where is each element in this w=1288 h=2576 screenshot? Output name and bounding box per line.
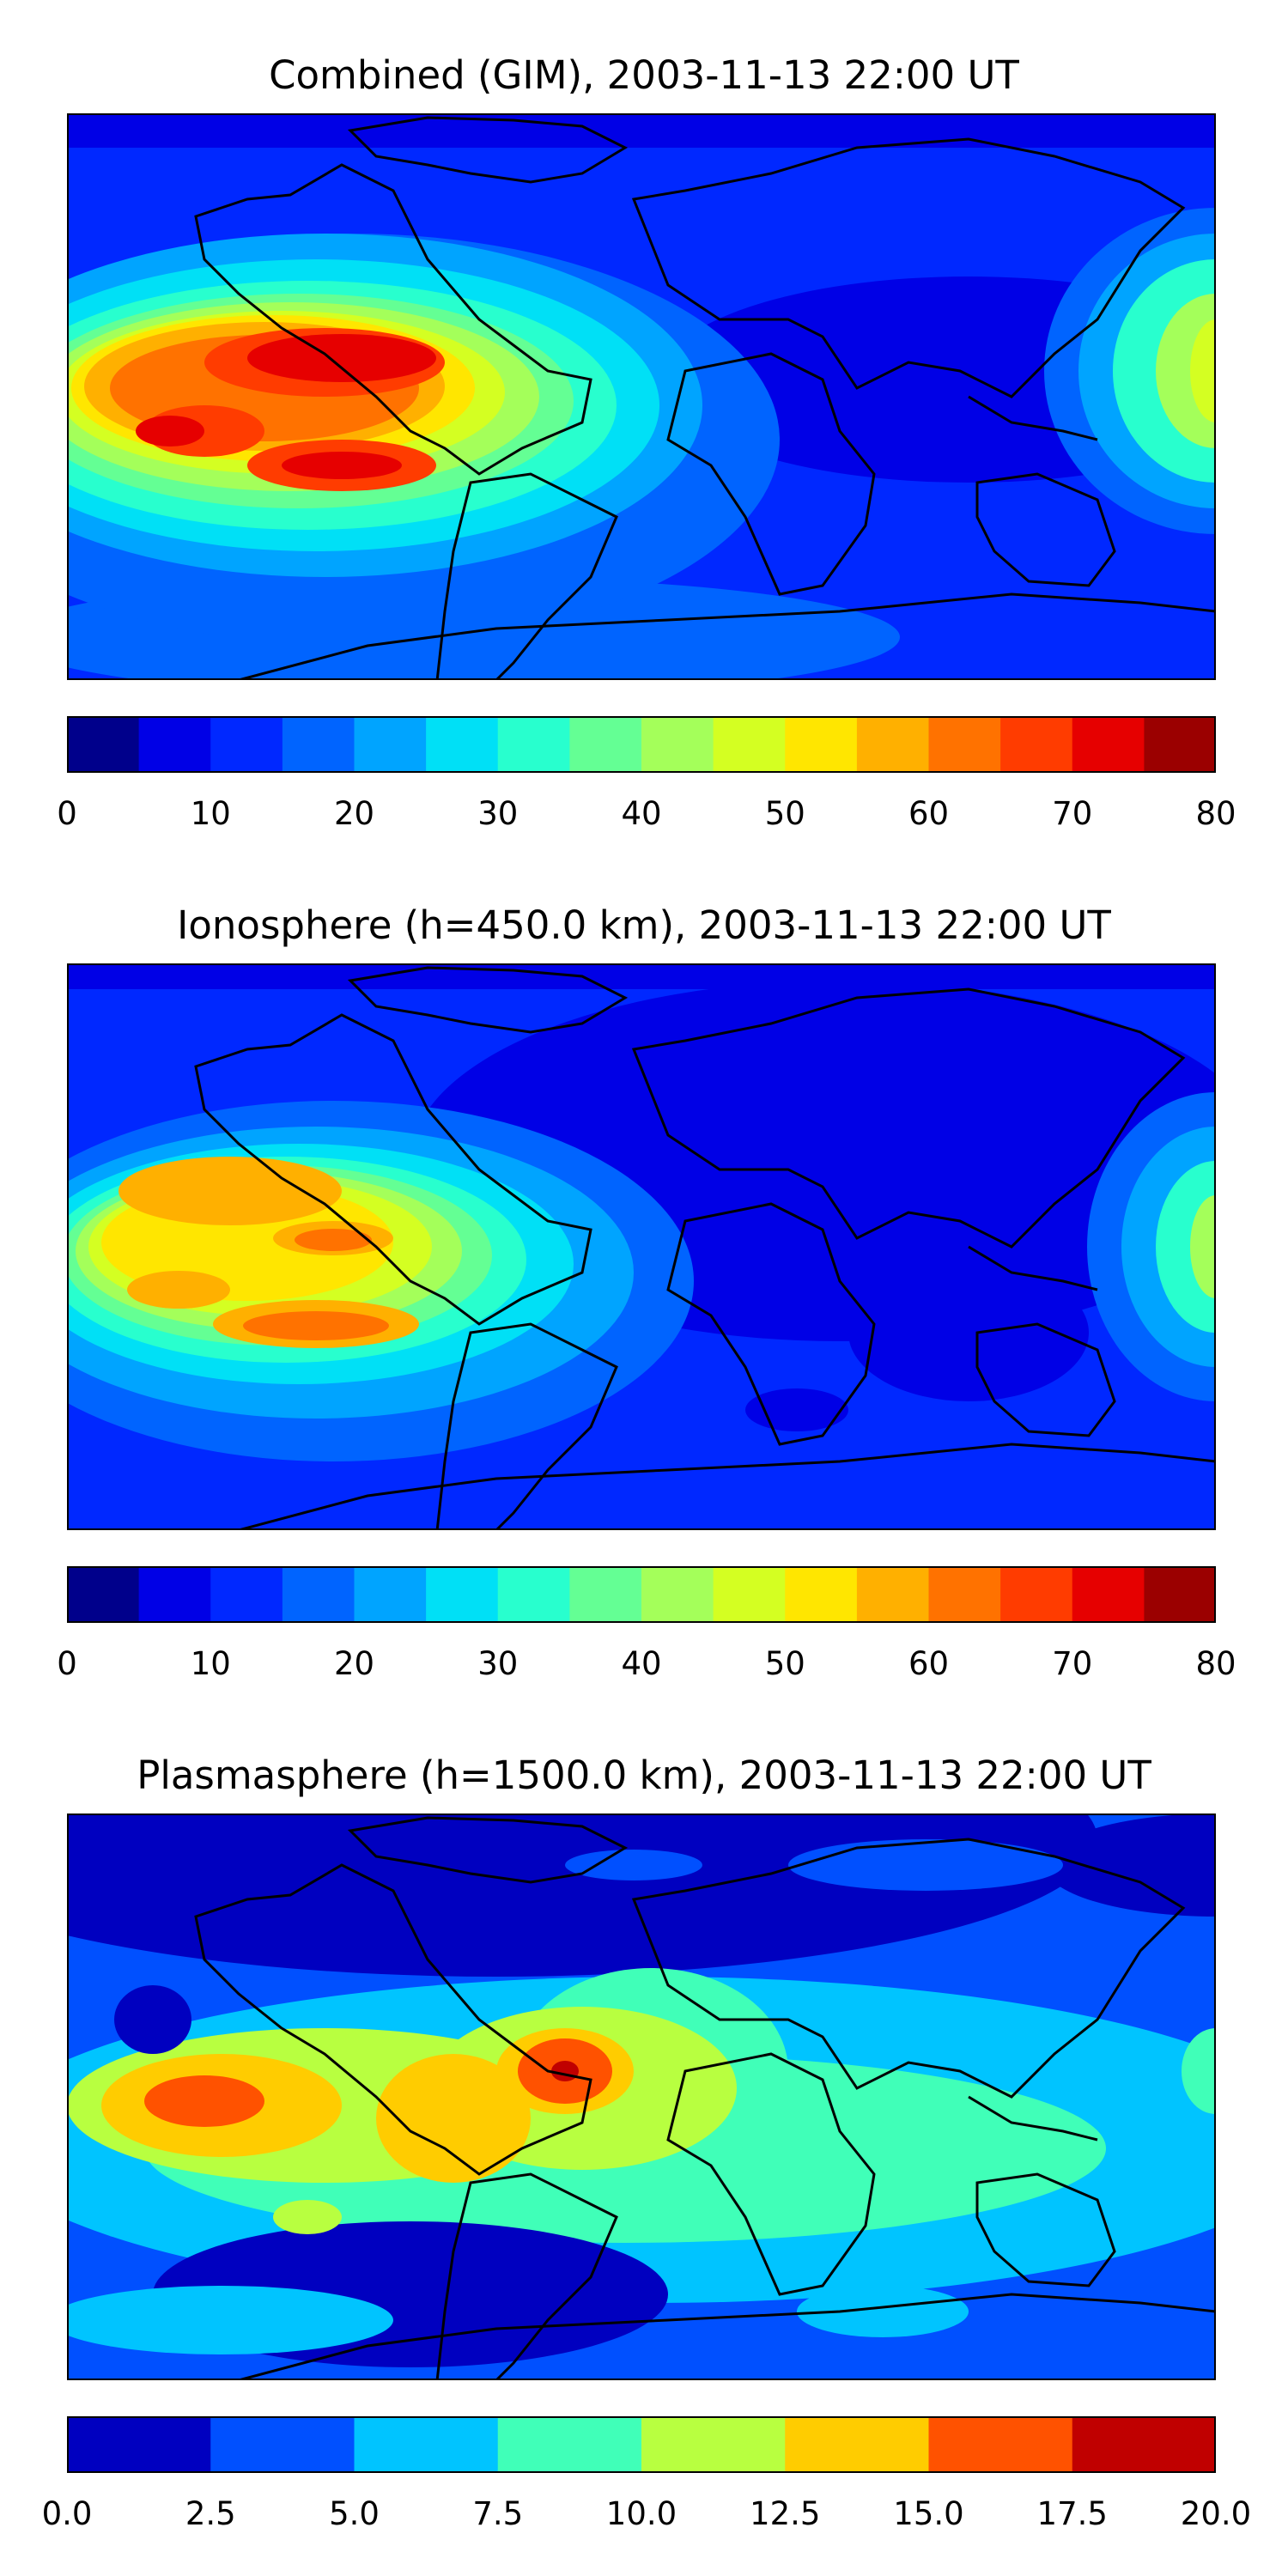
colorbar-swatch <box>713 1566 786 1623</box>
colorbar-swatch <box>354 1566 427 1623</box>
map-ionosphere <box>67 963 1216 1530</box>
colorbar-tick: 10 <box>190 1645 231 1682</box>
colorbar-swatch <box>928 716 1001 773</box>
colorbar-tick: 20.0 <box>1180 2495 1252 2532</box>
colorbar-ionosphere <box>67 1566 1216 1623</box>
colorbar-swatch <box>210 2416 355 2473</box>
colorbar-swatch <box>641 716 714 773</box>
colorbar-swatch <box>1000 716 1073 773</box>
colorbar-swatch <box>426 1566 499 1623</box>
colorbar-swatch <box>426 716 499 773</box>
colorbar-tick: 30 <box>477 1645 519 1682</box>
colorbar-tick: 17.5 <box>1036 2495 1108 2532</box>
colorbar-tick: 12.5 <box>750 2495 821 2532</box>
colorbar-swatch <box>1072 2416 1216 2473</box>
colorbar-border <box>67 716 1216 773</box>
colorbar-swatch <box>856 716 930 773</box>
colorbar-swatch <box>785 2416 930 2473</box>
colorbar-swatch <box>1000 1566 1073 1623</box>
colorbar-tick: 0.0 <box>41 2495 93 2532</box>
colorbar-swatch <box>354 716 427 773</box>
colorbar-tick: 5.0 <box>329 2495 380 2532</box>
colorbar-ticks-plasmasphere: 0.0 2.5 5.0 7.5 10.0 12.5 15.0 17.5 20.0 <box>42 2495 1252 2538</box>
colorbar-border <box>67 2416 1216 2473</box>
colorbar-swatch <box>1144 716 1216 773</box>
colorbar-tick: 60 <box>908 795 950 832</box>
colorbar-tick: 60 <box>908 1645 950 1682</box>
colorbar-swatch <box>210 1566 283 1623</box>
colorbar-tick: 80 <box>1195 1645 1236 1682</box>
colorbar-swatch <box>138 716 211 773</box>
colorbar-swatch <box>641 2416 786 2473</box>
colorbar-swatch <box>282 716 355 773</box>
colorbar-swatch <box>785 1566 858 1623</box>
colorbar-tick: 80 <box>1195 795 1236 832</box>
colorbar-tick: 40 <box>621 795 662 832</box>
colorbar-swatch <box>569 716 642 773</box>
colorbar-swatch <box>785 716 858 773</box>
colorbar-tick: 30 <box>477 795 519 832</box>
colorbar-tick: 20 <box>333 795 375 832</box>
colorbar-combined <box>67 716 1216 773</box>
colorbar-swatch <box>497 1566 570 1623</box>
map-combined <box>67 113 1216 680</box>
colorbar-swatch <box>928 1566 1001 1623</box>
colorbar-swatch <box>856 1566 930 1623</box>
panel-title-plasmasphere: Plasmasphere (h=1500.0 km), 2003-11-13 2… <box>137 1753 1151 1798</box>
colorbar-swatch <box>497 716 570 773</box>
colorbar-swatch <box>641 1566 714 1623</box>
colorbar-tick: 70 <box>1052 1645 1093 1682</box>
colorbar-tick: 10.0 <box>605 2495 677 2532</box>
colorbar-swatch <box>713 716 786 773</box>
colorbar-swatch <box>1144 1566 1216 1623</box>
colorbar-swatch <box>1072 1566 1145 1623</box>
colorbar-tick: 50 <box>764 1645 805 1682</box>
colorbar-tick: 0 <box>57 795 77 832</box>
colorbar-border <box>67 1566 1216 1623</box>
colorbar-plasmasphere <box>67 2416 1216 2473</box>
colorbar-swatch <box>67 716 140 773</box>
colorbar-swatch <box>67 1566 140 1623</box>
panel-title-combined: Combined (GIM), 2003-11-13 22:00 UT <box>269 52 1019 98</box>
map-plasmasphere <box>67 1814 1216 2380</box>
colorbar-tick: 0 <box>57 1645 77 1682</box>
colorbar-ticks-combined: 0 10 20 30 40 50 60 70 80 <box>57 795 1236 838</box>
colorbar-swatch <box>497 2416 642 2473</box>
colorbar-tick: 70 <box>1052 795 1093 832</box>
colorbar-swatch <box>354 2416 499 2473</box>
colorbar-swatch <box>67 2416 211 2473</box>
colorbar-tick: 10 <box>190 795 231 832</box>
colorbar-tick: 15.0 <box>893 2495 964 2532</box>
colorbar-swatch <box>282 1566 355 1623</box>
colorbar-tick: 50 <box>764 795 805 832</box>
panel-title-ionosphere: Ionosphere (h=450.0 km), 2003-11-13 22:0… <box>177 902 1111 948</box>
colorbar-tick: 2.5 <box>185 2495 236 2532</box>
colorbar-tick: 20 <box>333 1645 375 1682</box>
colorbar-swatch <box>1072 716 1145 773</box>
colorbar-swatch <box>210 716 283 773</box>
colorbar-tick: 40 <box>621 1645 662 1682</box>
colorbar-tick: 7.5 <box>472 2495 524 2532</box>
colorbar-swatch <box>928 2416 1073 2473</box>
colorbar-ticks-ionosphere: 0 10 20 30 40 50 60 70 80 <box>57 1645 1236 1688</box>
colorbar-swatch <box>138 1566 211 1623</box>
colorbar-swatch <box>569 1566 642 1623</box>
